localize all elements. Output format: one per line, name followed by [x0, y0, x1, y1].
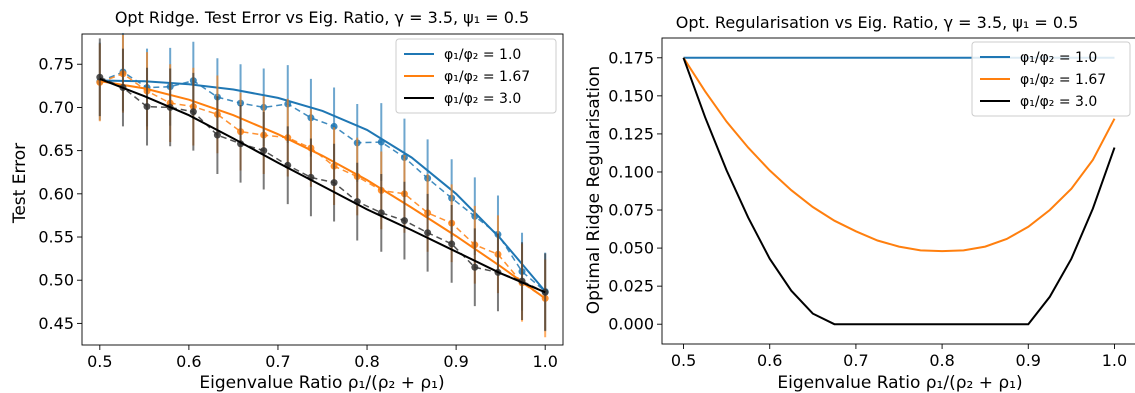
y-axis-label: Test Error [10, 143, 30, 224]
legend-label: φ₁/φ₂ = 1.67 [444, 69, 530, 85]
legend-label: φ₁/φ₂ = 3.0 [1020, 94, 1097, 110]
x-tick-label: 1.0 [532, 352, 557, 371]
plot-frame [81, 33, 564, 346]
legend-label: φ₁/φ₂ = 3.0 [444, 91, 521, 107]
legend-label: φ₁/φ₂ = 1.0 [1020, 50, 1097, 66]
y-tick-label: 0.60 [38, 184, 74, 203]
plot-area [96, 33, 549, 338]
optimal-regularisation-chart: Opt. Regularisation vs Eig. Ratio, γ = 3… [584, 13, 1135, 393]
x-axis: 0.5 0.6 0.7 0.8 0.9 1.0 [671, 344, 1127, 370]
y-tick-label: 0.65 [38, 141, 74, 160]
x-tick-label: 0.6 [176, 352, 201, 371]
x-tick-label: 0.5 [87, 352, 112, 371]
x-tick-label: 0.7 [265, 352, 290, 371]
series-line [682, 57, 1116, 326]
test-error-chart: Opt Ridge. Test Error vs Eig. Ratio, γ =… [10, 8, 564, 393]
x-axis: 0.5 0.6 0.7 0.8 0.9 1.0 [87, 345, 558, 371]
theory-line [99, 79, 546, 293]
legend: φ₁/φ₂ = 1.0 φ₁/φ₂ = 1.67 φ₁/φ₂ = 3.0 [395, 38, 557, 114]
y-axis: 0.000 0.025 0.050 0.075 0.100 0.125 0.150 0.175 [608, 48, 662, 334]
empirical-point [213, 131, 221, 139]
x-tick-label: 0.6 [757, 351, 782, 370]
chart-title: Opt. Regularisation vs Eig. Ratio, γ = 3… [676, 13, 1079, 32]
empirical-line [99, 72, 546, 300]
empirical-point [448, 240, 456, 248]
y-axis-label: Optimal Ridge Regularisation [584, 66, 604, 314]
theory-line [99, 80, 546, 300]
empirical-point [400, 217, 408, 225]
x-tick-label: 0.9 [443, 352, 468, 371]
legend-box [971, 41, 1131, 117]
y-tick-label: 0.70 [38, 98, 74, 117]
x-tick-label: 0.5 [671, 351, 696, 370]
theory-line [99, 77, 546, 294]
empirical-line [99, 71, 546, 292]
y-tick-label: 0.075 [608, 201, 654, 220]
empirical-point [424, 229, 432, 237]
x-axis-label: Eigenvalue Ratio ρ₁/(ρ₂ + ρ₁) [199, 373, 444, 393]
y-tick-label: 0.75 [38, 55, 74, 74]
chart-title: Opt Ridge. Test Error vs Eig. Ratio, γ =… [115, 8, 529, 27]
empirical-point [330, 179, 338, 187]
x-tick-label: 0.8 [929, 351, 954, 370]
y-tick-label: 0.50 [38, 271, 74, 290]
x-tick-label: 0.7 [843, 351, 868, 370]
empirical-point [143, 103, 151, 111]
y-tick-label: 0.050 [608, 239, 654, 258]
plot-frame [661, 37, 1135, 345]
x-tick-label: 0.9 [1016, 351, 1041, 370]
empirical-point [330, 122, 338, 130]
x-tick-label: 1.0 [1102, 351, 1127, 370]
y-axis: 0.45 0.50 0.55 0.60 0.65 0.70 0.75 [38, 55, 82, 333]
y-tick-label: 0.175 [608, 48, 654, 67]
y-tick-label: 0.100 [608, 162, 654, 181]
y-tick-label: 0.125 [608, 124, 654, 143]
series-line [682, 57, 1116, 253]
legend-label: φ₁/φ₂ = 1.0 [444, 47, 521, 63]
empirical-point [189, 108, 197, 116]
y-tick-label: 0.000 [608, 315, 654, 334]
empirical-point [260, 147, 268, 155]
y-tick-label: 0.025 [608, 277, 654, 296]
y-tick-label: 0.150 [608, 86, 654, 105]
x-tick-label: 0.8 [354, 352, 379, 371]
legend-label: φ₁/φ₂ = 1.67 [1020, 72, 1106, 88]
legend: φ₁/φ₂ = 1.0 φ₁/φ₂ = 1.67 φ₁/φ₂ = 3.0 [971, 41, 1131, 117]
legend-box [395, 38, 557, 114]
x-axis-label: Eigenvalue Ratio ρ₁/(ρ₂ + ρ₁) [777, 373, 1022, 393]
y-tick-label: 0.55 [38, 228, 74, 247]
empirical-point [471, 263, 479, 271]
y-tick-label: 0.45 [38, 314, 74, 333]
